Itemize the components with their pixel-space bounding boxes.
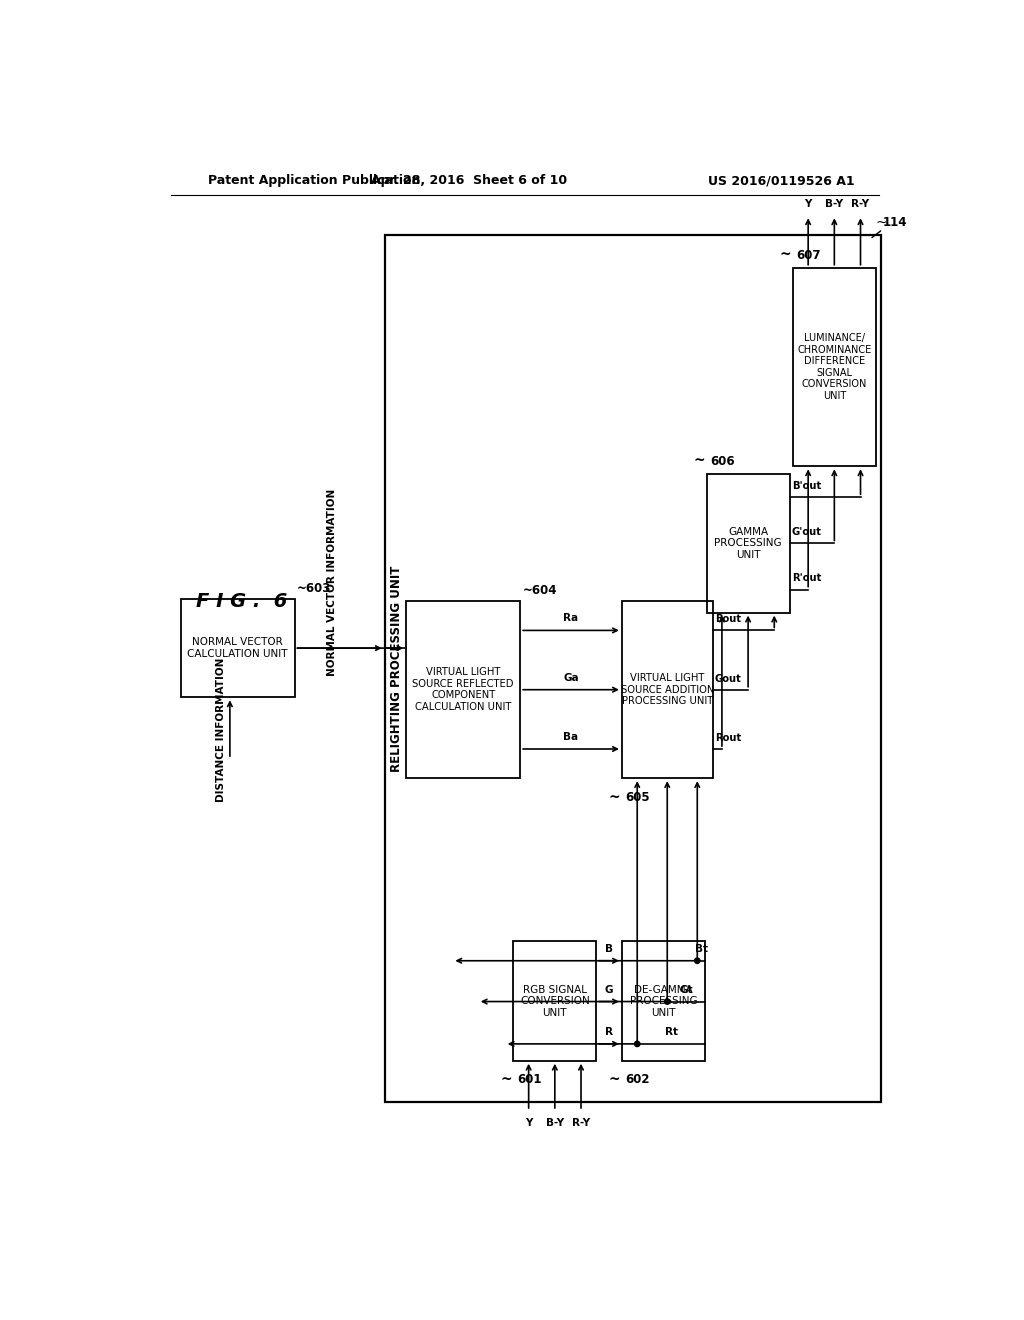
Text: GAMMA
PROCESSING
UNIT: GAMMA PROCESSING UNIT xyxy=(715,527,782,560)
Text: R'out: R'out xyxy=(792,573,821,583)
Text: NORMAL VECTOR
CALCULATION UNIT: NORMAL VECTOR CALCULATION UNIT xyxy=(187,638,288,659)
Text: DE-GAMMA
PROCESSING
UNIT: DE-GAMMA PROCESSING UNIT xyxy=(630,985,697,1018)
Bar xyxy=(513,941,596,1061)
Circle shape xyxy=(665,999,670,1005)
Text: ~: ~ xyxy=(876,215,887,230)
Text: F I G .  6: F I G . 6 xyxy=(196,591,288,611)
Text: ~: ~ xyxy=(779,248,792,261)
Text: Apr. 28, 2016  Sheet 6 of 10: Apr. 28, 2016 Sheet 6 of 10 xyxy=(372,174,567,187)
Text: ~: ~ xyxy=(693,454,705,469)
Bar xyxy=(622,941,705,1061)
Text: Ga: Ga xyxy=(563,673,579,682)
Circle shape xyxy=(635,1041,640,1047)
Text: R: R xyxy=(605,1027,613,1038)
Bar xyxy=(180,599,295,697)
Text: Gt: Gt xyxy=(679,985,693,995)
Text: Bt: Bt xyxy=(694,944,708,954)
Text: ~: ~ xyxy=(500,1073,512,1088)
Text: VIRTUAL LIGHT
SOURCE ADDITION
PROCESSING UNIT: VIRTUAL LIGHT SOURCE ADDITION PROCESSING… xyxy=(621,673,714,706)
Text: B-Y: B-Y xyxy=(825,199,844,209)
Text: R-Y: R-Y xyxy=(572,1118,590,1127)
Text: DISTANCE INFORMATION: DISTANCE INFORMATION xyxy=(216,657,225,803)
Text: ~604: ~604 xyxy=(522,585,557,598)
Text: 606: 606 xyxy=(711,455,735,469)
Text: 601: 601 xyxy=(517,1073,542,1086)
Text: ~603: ~603 xyxy=(297,582,331,595)
Bar xyxy=(793,268,876,466)
Text: 605: 605 xyxy=(626,791,650,804)
Text: B'out: B'out xyxy=(792,480,821,491)
Text: Patent Application Publication: Patent Application Publication xyxy=(208,174,420,187)
Bar xyxy=(385,235,882,1102)
Text: Y: Y xyxy=(805,199,812,209)
Text: 114: 114 xyxy=(883,216,907,230)
Text: Gout: Gout xyxy=(715,673,741,684)
Text: Ba: Ba xyxy=(563,733,579,742)
Bar xyxy=(622,601,713,779)
Bar xyxy=(707,474,790,612)
Text: VIRTUAL LIGHT
SOURCE REFLECTED
COMPONENT
CALCULATION UNIT: VIRTUAL LIGHT SOURCE REFLECTED COMPONENT… xyxy=(413,668,514,711)
Text: B-Y: B-Y xyxy=(546,1118,564,1127)
Text: LUMINANCE/
CHROMINANCE
DIFFERENCE
SIGNAL
CONVERSION
UNIT: LUMINANCE/ CHROMINANCE DIFFERENCE SIGNAL… xyxy=(798,333,871,401)
Text: 602: 602 xyxy=(626,1073,650,1086)
Text: US 2016/0119526 A1: US 2016/0119526 A1 xyxy=(708,174,854,187)
Text: G: G xyxy=(605,985,613,995)
Text: ~: ~ xyxy=(608,1073,621,1088)
Text: RELIGHTING PROCESSING UNIT: RELIGHTING PROCESSING UNIT xyxy=(390,565,402,772)
Text: ~: ~ xyxy=(608,791,621,805)
Text: Y: Y xyxy=(525,1118,532,1127)
Text: Bout: Bout xyxy=(715,614,741,624)
Text: RGB SIGNAL
CONVERSION
UNIT: RGB SIGNAL CONVERSION UNIT xyxy=(520,985,590,1018)
Text: G'out: G'out xyxy=(792,527,822,537)
Text: R-Y: R-Y xyxy=(852,199,869,209)
Text: Rout: Rout xyxy=(715,733,741,743)
Text: Rt: Rt xyxy=(665,1027,678,1038)
Text: B: B xyxy=(605,944,613,954)
Circle shape xyxy=(694,958,700,964)
Text: NORMAL VECTOR INFORMATION: NORMAL VECTOR INFORMATION xyxy=(327,488,337,676)
Text: Ra: Ra xyxy=(563,614,579,623)
Bar xyxy=(407,601,520,779)
Text: 607: 607 xyxy=(797,248,821,261)
